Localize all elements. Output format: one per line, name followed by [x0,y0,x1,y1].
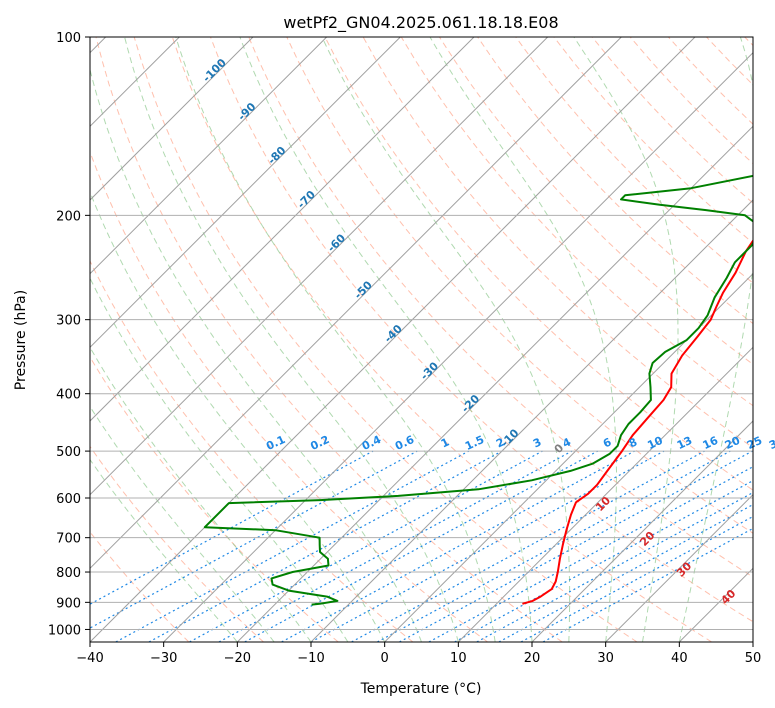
isotherm-line [90,37,696,642]
mixing-ratio-line [399,450,753,642]
mixing-ratio-label: 25 [745,434,764,452]
moist-adiabat [239,37,533,642]
mixing-ratio-label: 16 [701,434,721,452]
chart-title: wetPf2_GN04.2025.061.18.18.E08 [283,13,558,33]
profiles [203,174,753,606]
x-tick-label: −30 [150,651,177,666]
mixing-ratio-label: 20 [723,434,743,452]
x-axis-title: Temperature (°C) [360,681,482,697]
isotherm-line [236,125,753,642]
y-tick-label: 200 [56,209,81,224]
y-tick-label: 300 [56,314,81,329]
isotherm-line [605,493,753,642]
y-tick-label: 900 [56,596,81,611]
dry-adiabat [324,37,753,491]
y-tick-label: 600 [56,492,81,507]
mixing-ratio-line [90,450,418,629]
dry-adiabat [90,259,414,642]
moist-adiabat [429,37,617,642]
dewpoint-line [203,174,753,606]
mixing-ratio-line [148,450,503,642]
moist-adiabat [90,458,238,642]
background-lines [90,37,753,642]
mixing-ratio-label: 30 [767,434,775,452]
dry-adiabat [90,445,264,642]
isotherm-line [163,51,753,642]
moist-adiabat [678,37,753,642]
mixing-ratio-line [281,450,635,642]
isotherm-line [90,37,328,275]
mixing-ratio-line [218,450,573,642]
y-axis: 100 200 300 400 500 600 700 800 900 1000 [48,31,90,638]
mixing-ratio-line [310,450,665,642]
y-tick-label: 400 [56,388,81,403]
mixing-ratio-label: 13 [675,434,694,452]
mixing-ratio-line [90,450,374,605]
mixing-ratio-line [115,450,470,642]
isotherm-line [90,37,549,496]
moist-adiabat [90,277,349,642]
y-tick-label: 1000 [48,623,81,638]
moist-adiabat [124,37,459,642]
isotherm-line [310,199,753,642]
mixing-ratio-line [542,527,753,642]
mixing-ratio-line [454,479,753,642]
isotherm-line [90,37,254,201]
dry-adiabat [210,37,753,623]
y-tick-label: 700 [56,532,81,547]
mixing-ratio-label: 10 [645,434,665,452]
y-tick-label: 100 [56,31,81,46]
mixing-ratio-line [498,503,753,642]
plot-frame [89,36,754,643]
y-tick-label: 500 [56,445,81,460]
dry-adiabat [90,356,339,642]
dry-adiabat [248,37,753,578]
mixing-ratio-line [428,466,753,642]
moist-adiabat [90,190,386,642]
x-tick-label: 10 [450,651,467,666]
x-tick-label: −10 [297,651,324,666]
x-axis: −40 −30 −20 −10 0 10 20 30 40 50 [76,642,761,666]
mixing-ratio-line [351,450,705,642]
dry-adiabat [95,37,563,642]
x-tick-label: 20 [524,651,541,666]
x-tick-label: 40 [671,651,688,666]
y-axis-title: Pressure (hPa) [13,290,29,390]
dry-adiabat [133,37,638,642]
isotherm-line [90,37,622,570]
isotherm-line [90,37,401,349]
mixing-ratio-line [476,491,753,642]
isotherm-line [531,420,753,642]
moist-adiabat [321,37,571,642]
moist-adiabat [90,67,422,642]
moist-adiabat [573,37,679,642]
x-tick-label: 50 [745,651,762,666]
dry-adiabat [515,37,753,284]
x-tick-label: −40 [76,651,103,666]
isotherm-line [90,37,475,422]
x-tick-label: 30 [597,651,614,666]
mixing-ratio-line [189,450,543,642]
mixing-ratio-line [244,450,598,642]
mixing-ratio-line [520,515,753,642]
x-tick-label: −20 [224,651,251,666]
moist-adiabat [175,37,496,642]
moist-adiabat [90,405,275,642]
y-tick-label: 800 [56,566,81,581]
x-tick-label: 0 [381,651,389,666]
isotherm-line [457,346,753,642]
temperature-line [522,239,753,605]
